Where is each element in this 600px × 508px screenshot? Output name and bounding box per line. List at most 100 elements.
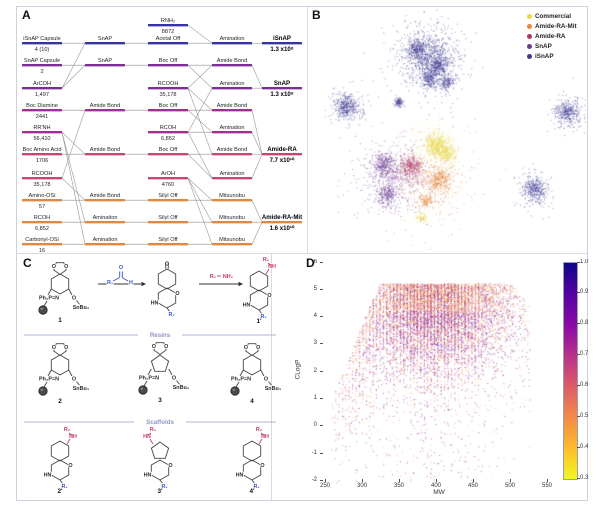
tick-label: 3 (313, 340, 317, 347)
bond (66, 438, 71, 445)
panel-divider-ab (307, 6, 308, 253)
r1-label: R₁ (260, 314, 267, 320)
flow-node-count: 1.6 x10¹⁰ (270, 225, 295, 232)
flow-node-bar (262, 153, 302, 156)
legend-item: SnAP (527, 41, 577, 51)
structure-number: 2' (57, 488, 63, 495)
oxygen-label: O (64, 345, 68, 351)
flow-node-bar (212, 243, 252, 246)
ring (245, 343, 259, 357)
bond (260, 369, 265, 377)
tick-label: 500 (504, 483, 515, 489)
tick-label: 400 (430, 483, 441, 489)
flow-node-bar (262, 221, 302, 224)
tick-label: 5 (313, 285, 317, 292)
tick-mark (576, 261, 580, 263)
flow-node-count: 56,410 (33, 136, 50, 142)
tick-mark (509, 479, 511, 482)
resin-bead (138, 385, 148, 395)
flow-node-bar (85, 153, 125, 156)
tin-label: SnBu₃ (173, 385, 190, 391)
bond (59, 479, 64, 485)
flow-node-bar (85, 221, 125, 224)
tick-label: 0.7 (580, 351, 589, 358)
tick-mark (576, 384, 580, 386)
flow-node-label: Amide Bond (217, 58, 247, 64)
ring (150, 354, 170, 372)
r1-label: R₁ (161, 484, 168, 490)
tick-label: 300 (356, 483, 367, 489)
ring (157, 268, 177, 290)
tick-mark (576, 446, 580, 448)
flow-node-label: SnAP (98, 58, 113, 64)
flow-link (251, 65, 263, 89)
flow-link (61, 132, 86, 155)
r2-label: R₂ (64, 427, 71, 433)
flow-node-count: 16 (39, 248, 45, 253)
bond (149, 438, 154, 445)
flow-node-bar (22, 221, 62, 224)
amine-label: HN (151, 301, 159, 307)
structure-number: 4 (250, 398, 254, 405)
ring (53, 262, 67, 276)
tick-label: 0.6 (580, 381, 589, 388)
ring (50, 459, 70, 481)
oxygen-label: O (168, 463, 172, 469)
resin-bead-highlight (40, 388, 43, 391)
bond (176, 380, 181, 386)
flow-node-count: 4760 (162, 182, 174, 188)
tick-mark (576, 323, 580, 325)
amine-reagent-r2: R₂ (210, 274, 217, 280)
flow-link (61, 65, 86, 89)
flow-node-bar (212, 177, 252, 180)
ring (242, 440, 262, 462)
flow-node-bar (22, 131, 62, 134)
amine-reagent-nh2: NH₂ (223, 274, 234, 280)
legend-label: Amide-RA (535, 32, 566, 40)
legend-label: Amide-RA-Mit (535, 22, 577, 30)
flow-node-label: SnAP (274, 80, 290, 87)
flow-link (61, 132, 86, 223)
flow-link (187, 178, 213, 245)
bond (43, 300, 48, 307)
flow-link (187, 154, 213, 179)
flow-node-label: Amide-RA (267, 146, 297, 153)
bond (112, 277, 121, 282)
flow-link (251, 200, 263, 223)
flow-node-count: 2 (40, 69, 43, 75)
reaction-arrow-head (238, 281, 243, 287)
flow-node-count: 1,497 (35, 92, 49, 98)
flow-node-bar (212, 42, 252, 45)
chemical-space-scatter (308, 7, 586, 252)
structure-number: 3 (158, 397, 162, 404)
structure-number: 2 (58, 398, 62, 405)
tick-mark (320, 398, 323, 399)
amine-r2-label: NH (69, 434, 77, 440)
amine-label: HN (44, 473, 52, 479)
oxygen-label: O (165, 262, 169, 268)
bond (147, 432, 152, 436)
tick-mark (320, 261, 323, 263)
legend-label: Commercial (535, 12, 572, 20)
tick-mark (320, 452, 323, 454)
legend-label: SnAP (535, 42, 552, 50)
flow-node-bar (85, 243, 125, 246)
bond (251, 479, 256, 485)
resin-bead-highlight (140, 387, 143, 390)
flow-link (187, 132, 213, 179)
r2-label: R₂ (150, 427, 157, 433)
oxygen-label: O (64, 264, 68, 270)
flow-node-bar (212, 199, 252, 202)
flow-node-label: Amination (93, 237, 118, 243)
flow-link (61, 43, 86, 89)
flow-node-bar (212, 131, 252, 134)
bond (268, 381, 273, 387)
panel-c-label: C (23, 256, 32, 270)
flow-node-bar (22, 87, 62, 90)
bond (265, 268, 270, 275)
oxygen-label: O (72, 377, 76, 383)
aldehyde-h: H (129, 280, 133, 286)
resin-bead (230, 386, 240, 396)
bond (258, 309, 263, 315)
scaffolds-divider-label: Scaffolds (146, 419, 174, 426)
